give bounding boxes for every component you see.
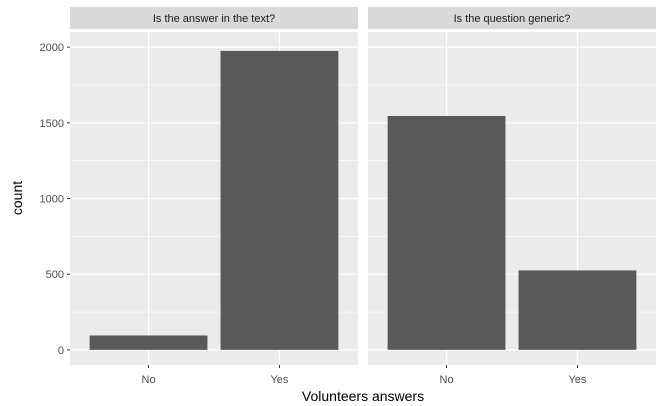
bar-no (89, 335, 208, 350)
panel-title: Is the answer in the text? (153, 13, 275, 25)
x-tick-label: Yes (568, 374, 586, 386)
bar-yes (518, 270, 637, 350)
panel-strip (368, 7, 656, 29)
panel-title: Is the question generic? (454, 13, 571, 25)
x-tick-label: Yes (270, 374, 288, 386)
y-tick-label: 1000 (40, 194, 64, 206)
y-axis: 0 500 1000 1500 2000 (40, 42, 70, 357)
bar-no (387, 116, 506, 350)
panel-2: Is the question generic? No Yes (368, 7, 656, 386)
y-axis-title: count (9, 181, 25, 215)
y-tick-label: 2000 (40, 42, 64, 54)
x-tick-label: No (142, 374, 156, 386)
y-tick-label: 0 (58, 345, 64, 357)
panel-strip (70, 7, 358, 29)
bar-yes (220, 50, 339, 350)
x-tick-label: No (440, 374, 454, 386)
x-axis-title: Volunteers answers (302, 388, 424, 404)
y-tick-label: 500 (46, 269, 64, 281)
y-tick-label: 1500 (40, 118, 64, 130)
panel-1: Is the answer in the text? No Yes (70, 7, 358, 386)
